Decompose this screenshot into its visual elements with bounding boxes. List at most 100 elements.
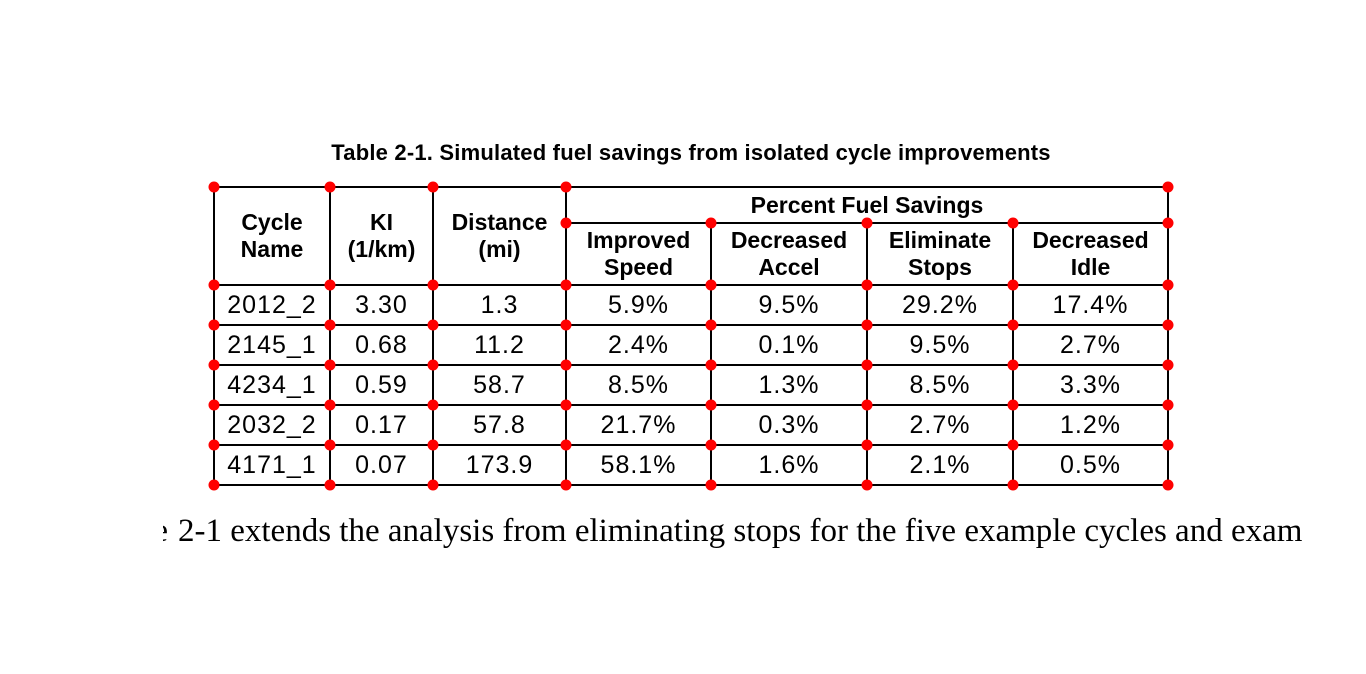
body-text-line: 2-1 extends the analysis from eliminatin… <box>178 513 1303 549</box>
cell-corner-dot[interactable] <box>1162 181 1174 193</box>
table-cell: 2.7% <box>866 404 1014 446</box>
table-cell: 8.5% <box>866 364 1014 406</box>
cell-corner-dot[interactable] <box>1162 359 1174 371</box>
table-row: 2032_2 0.17 57.8 21.7% 0.3% 2.7% 1.2% <box>213 404 1169 446</box>
table-cell: 2.4% <box>565 324 712 366</box>
cell-corner-dot[interactable] <box>1007 217 1019 229</box>
cell-corner-dot[interactable] <box>427 319 439 331</box>
cell-corner-dot[interactable] <box>705 399 717 411</box>
cell-corner-dot[interactable] <box>1162 217 1174 229</box>
cell-corner-dot[interactable] <box>560 439 572 451</box>
cell-corner-dot[interactable] <box>560 399 572 411</box>
cell-corner-dot[interactable] <box>208 181 220 193</box>
table-caption: Table 2-1. Simulated fuel savings from i… <box>331 140 1051 165</box>
cell-corner-dot[interactable] <box>861 359 873 371</box>
cell-corner-dot[interactable] <box>427 279 439 291</box>
table-cell: 57.8 <box>432 404 567 446</box>
cell-corner-dot[interactable] <box>208 279 220 291</box>
cell-corner-dot[interactable] <box>560 279 572 291</box>
clipped-letter-fragment: e <box>163 512 168 550</box>
table-cell: 0.1% <box>710 324 868 366</box>
table-cell: 9.5% <box>866 324 1014 366</box>
table-cell: 0.07 <box>329 444 434 486</box>
cell-corner-dot[interactable] <box>705 359 717 371</box>
column-header-decreased: Decreased Idle <box>1012 222 1169 286</box>
cell-corner-dot[interactable] <box>427 479 439 491</box>
table-cell: 1.2% <box>1012 404 1169 446</box>
table-cell: 1.3% <box>710 364 868 406</box>
column-header-improved: Improved Speed <box>565 222 712 286</box>
cell-corner-dot[interactable] <box>324 439 336 451</box>
annotated-table-region: Cycle Name KI (1/km) Distance (mi) Percent Fue… <box>208 181 1174 491</box>
cell-corner-dot[interactable] <box>861 479 873 491</box>
cell-corner-dot[interactable] <box>705 217 717 229</box>
table-cell: 4171_1 <box>213 444 331 486</box>
cell-corner-dot[interactable] <box>1007 399 1019 411</box>
cell-corner-dot[interactable] <box>324 181 336 193</box>
table-cell: 21.7% <box>565 404 712 446</box>
table-row: 2012_2 3.30 1.3 5.9% 9.5% 29.2% 17.4% <box>213 284 1169 326</box>
column-header-distance: Distance (mi) <box>432 186 567 286</box>
table-row: 2145_1 0.68 11.2 2.4% 0.1% 9.5% 2.7% <box>213 324 1169 366</box>
cell-corner-dot[interactable] <box>560 479 572 491</box>
table-cell: 58.7 <box>432 364 567 406</box>
cell-corner-dot[interactable] <box>324 359 336 371</box>
cell-corner-dot[interactable] <box>208 399 220 411</box>
cell-corner-dot[interactable] <box>1162 399 1174 411</box>
cell-corner-dot[interactable] <box>1007 359 1019 371</box>
table-cell: 5.9% <box>565 284 712 326</box>
table-cell: 8.5% <box>565 364 712 406</box>
table-cell: 17.4% <box>1012 284 1169 326</box>
fuel-savings-table: Cycle Name KI (1/km) Distance (mi) Percent Fue… <box>213 186 1169 486</box>
cell-corner-dot[interactable] <box>705 279 717 291</box>
table-cell: 1.3 <box>432 284 567 326</box>
cell-corner-dot[interactable] <box>861 279 873 291</box>
cell-corner-dot[interactable] <box>560 319 572 331</box>
cell-corner-dot[interactable] <box>427 359 439 371</box>
table-cell: 0.3% <box>710 404 868 446</box>
table-cell: 2012_2 <box>213 284 331 326</box>
cell-corner-dot[interactable] <box>1162 439 1174 451</box>
cell-corner-dot[interactable] <box>208 359 220 371</box>
column-header-ki: KI (1/km) <box>329 186 434 286</box>
header-row-top: Cycle Name KI (1/km) Distance (mi) Percent Fue… <box>213 186 1169 286</box>
cell-corner-dot[interactable] <box>324 279 336 291</box>
cell-corner-dot[interactable] <box>1007 479 1019 491</box>
cell-corner-dot[interactable] <box>1007 279 1019 291</box>
table-row: 4234_1 0.59 58.7 8.5% 1.3% 8.5% 3.3% <box>213 364 1169 406</box>
cell-corner-dot[interactable] <box>861 217 873 229</box>
table-cell: 0.5% <box>1012 444 1169 486</box>
cell-corner-dot[interactable] <box>324 319 336 331</box>
cell-corner-dot[interactable] <box>1162 279 1174 291</box>
table-cell: 0.68 <box>329 324 434 366</box>
cell-corner-dot[interactable] <box>560 359 572 371</box>
cell-corner-dot[interactable] <box>1162 479 1174 491</box>
table-cell: 11.2 <box>432 324 567 366</box>
cell-corner-dot[interactable] <box>324 479 336 491</box>
cell-corner-dot[interactable] <box>705 439 717 451</box>
table-cell: 2032_2 <box>213 404 331 446</box>
cell-corner-dot[interactable] <box>705 319 717 331</box>
cell-corner-dot[interactable] <box>705 479 717 491</box>
cell-corner-dot[interactable] <box>861 399 873 411</box>
cell-corner-dot[interactable] <box>560 217 572 229</box>
cell-corner-dot[interactable] <box>1007 319 1019 331</box>
cell-corner-dot[interactable] <box>861 439 873 451</box>
table-cell: 0.17 <box>329 404 434 446</box>
cell-corner-dot[interactable] <box>208 479 220 491</box>
cell-corner-dot[interactable] <box>427 181 439 193</box>
cell-corner-dot[interactable] <box>560 181 572 193</box>
cell-corner-dot[interactable] <box>324 399 336 411</box>
table-cell: 2145_1 <box>213 324 331 366</box>
cell-corner-dot[interactable] <box>861 319 873 331</box>
cell-corner-dot[interactable] <box>1162 319 1174 331</box>
header-row-sub: Improved Speed Decreased Accel Eliminate Stop… <box>214 222 1169 286</box>
table-cell: 1.6% <box>710 444 868 486</box>
column-header-decreased: Decreased Accel <box>710 222 868 286</box>
cell-corner-dot[interactable] <box>427 399 439 411</box>
cell-corner-dot[interactable] <box>427 439 439 451</box>
cell-corner-dot[interactable] <box>208 439 220 451</box>
cell-corner-dot[interactable] <box>1007 439 1019 451</box>
cell-corner-dot[interactable] <box>208 319 220 331</box>
